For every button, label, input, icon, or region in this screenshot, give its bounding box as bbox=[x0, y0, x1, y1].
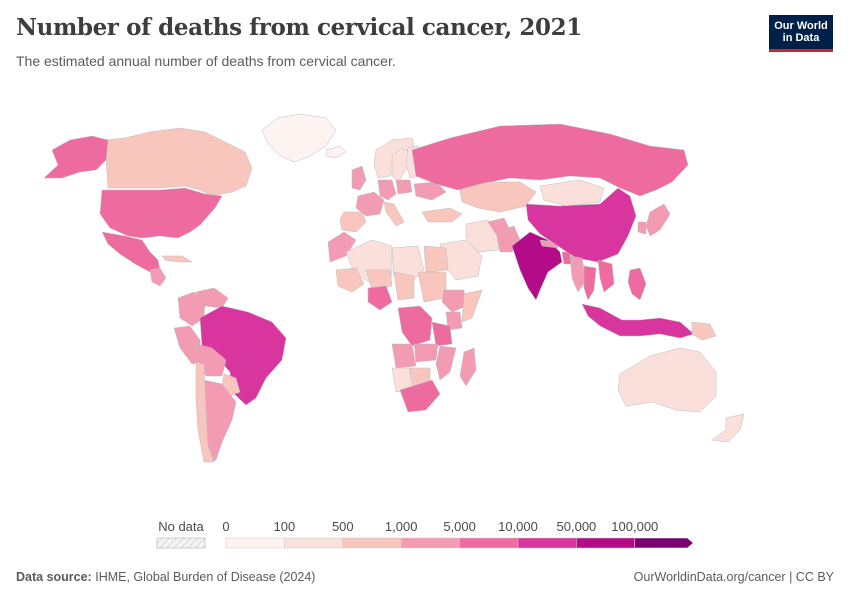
legend-bins bbox=[225, 537, 694, 549]
legend-no-data-label: No data bbox=[158, 519, 204, 534]
region-mozambique[interactable] bbox=[435, 345, 457, 381]
region-niger[interactable] bbox=[365, 269, 393, 291]
region-venezuela[interactable] bbox=[195, 287, 229, 309]
region-chile[interactable] bbox=[195, 361, 215, 463]
region-mongolia[interactable] bbox=[539, 179, 605, 207]
region-spain[interactable] bbox=[339, 211, 367, 233]
region-philippines[interactable] bbox=[627, 267, 647, 301]
legend-bin-0[interactable] bbox=[225, 537, 285, 549]
data-source-text: IHME, Global Burden of Disease (2024) bbox=[95, 570, 316, 584]
region-nigeria[interactable] bbox=[367, 285, 393, 311]
region-kenya[interactable] bbox=[445, 311, 463, 331]
region-alaska-united-states[interactable] bbox=[43, 135, 109, 179]
region-south-korea[interactable] bbox=[637, 221, 647, 235]
legend-bin-3[interactable] bbox=[400, 537, 460, 549]
chart-subtitle: The estimated annual number of deaths fr… bbox=[16, 53, 396, 69]
legend-tick-label: 0 bbox=[222, 519, 229, 534]
region-greenland[interactable] bbox=[261, 113, 337, 163]
legend-tick-label: 100,000 bbox=[611, 519, 658, 534]
region-tanzania[interactable] bbox=[431, 321, 453, 347]
logo-line-1: Our World bbox=[774, 20, 828, 32]
region-indonesia[interactable] bbox=[581, 303, 695, 339]
legend-tick-label: 50,000 bbox=[557, 519, 597, 534]
legend-tick-label: 5,000 bbox=[443, 519, 476, 534]
legend-ticks: 0 100 500 1,000 5,000 10,000 50,000 100,000 bbox=[222, 519, 658, 534]
owid-logo[interactable]: Our World in Data bbox=[769, 15, 833, 52]
region-morocco[interactable] bbox=[327, 231, 357, 263]
region-iceland[interactable] bbox=[325, 145, 347, 159]
data-source: Data source: IHME, Global Burden of Dise… bbox=[16, 570, 315, 584]
region-guatemala[interactable] bbox=[149, 267, 167, 287]
legend-tick-label: 500 bbox=[332, 519, 354, 534]
region-canada[interactable] bbox=[104, 127, 253, 197]
footer-credit: OurWorldinData.org/cancer | CC BY bbox=[633, 570, 834, 584]
legend-bin-7[interactable] bbox=[634, 537, 694, 549]
region-new-zealand[interactable] bbox=[711, 413, 745, 443]
region-australia[interactable] bbox=[617, 347, 717, 413]
legend-bin-5[interactable] bbox=[517, 537, 577, 549]
region-afghanistan[interactable] bbox=[487, 217, 511, 235]
region-zambia[interactable] bbox=[413, 343, 439, 363]
legend-tick-label: 100 bbox=[274, 519, 296, 534]
legend-tick-label: 1,000 bbox=[385, 519, 418, 534]
region-somalia[interactable] bbox=[461, 289, 483, 323]
legend-bin-1[interactable] bbox=[284, 537, 344, 549]
region-chad[interactable] bbox=[393, 271, 415, 301]
region-russia[interactable] bbox=[411, 123, 689, 197]
region-madagascar[interactable] bbox=[459, 347, 477, 387]
data-source-label: Data source: bbox=[16, 570, 92, 584]
logo-line-2: in Data bbox=[782, 32, 820, 44]
map-regions bbox=[43, 113, 745, 463]
region-germany[interactable] bbox=[377, 179, 397, 201]
region-poland[interactable] bbox=[395, 179, 413, 195]
region-ethiopia[interactable] bbox=[441, 289, 467, 313]
region-turkey[interactable] bbox=[421, 207, 463, 223]
chart-title: Number of deaths from cervical cancer, 2… bbox=[16, 14, 582, 41]
region-egypt[interactable] bbox=[423, 245, 449, 273]
region-myanmar[interactable] bbox=[569, 255, 587, 293]
region-thailand[interactable] bbox=[583, 265, 597, 301]
region-sweden[interactable] bbox=[391, 147, 411, 183]
region-south-africa[interactable] bbox=[399, 379, 441, 413]
region-angola[interactable] bbox=[391, 343, 417, 369]
legend-tick-label: 10,000 bbox=[498, 519, 538, 534]
region-united-states[interactable] bbox=[99, 187, 223, 239]
legend-bin-6[interactable] bbox=[576, 537, 636, 549]
legend-bin-2[interactable] bbox=[342, 537, 402, 549]
region-china[interactable] bbox=[525, 187, 637, 263]
legend-no-data-swatch[interactable] bbox=[156, 537, 206, 549]
region-italy[interactable] bbox=[383, 201, 405, 227]
region-france[interactable] bbox=[355, 191, 385, 217]
region-papua-new-guinea[interactable] bbox=[691, 321, 717, 341]
region-united-kingdom[interactable] bbox=[351, 165, 367, 191]
legend-bin-4[interactable] bbox=[459, 537, 519, 549]
region-india[interactable] bbox=[511, 231, 563, 301]
region-dr-congo[interactable] bbox=[397, 305, 433, 347]
source-link[interactable]: OurWorldinData.org/cancer bbox=[633, 570, 786, 584]
region-cuba[interactable] bbox=[161, 255, 193, 263]
region-vietnam[interactable] bbox=[597, 259, 615, 293]
license-label: CC BY bbox=[795, 570, 834, 584]
region-mali[interactable] bbox=[335, 267, 365, 293]
